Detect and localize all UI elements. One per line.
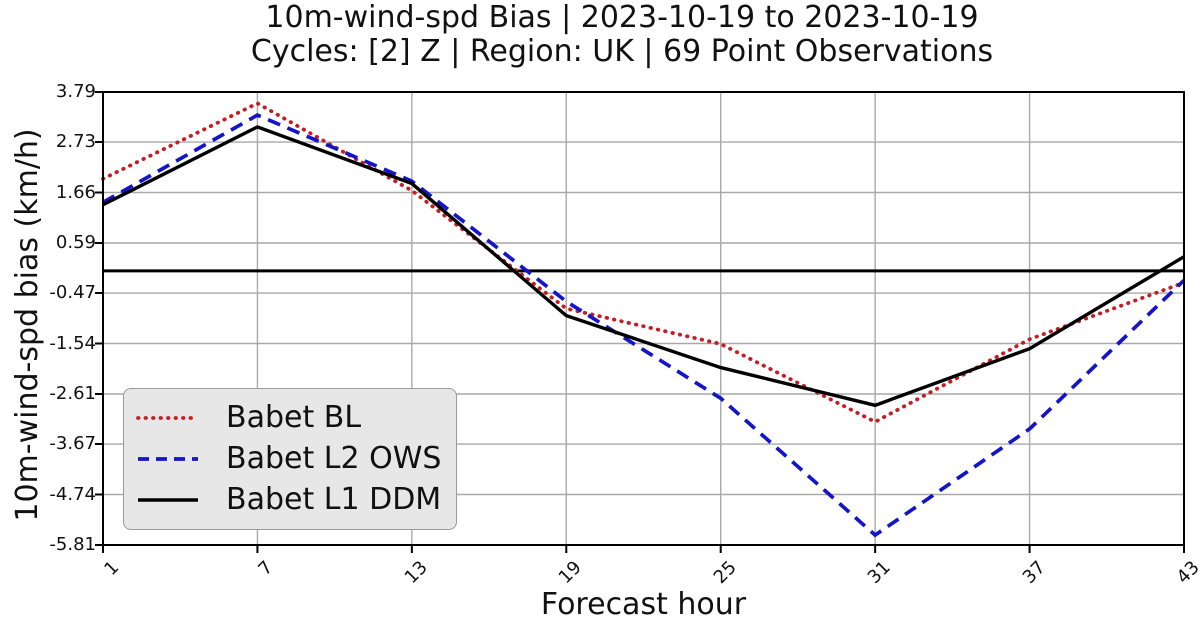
legend-item-babet-l2-ows: Babet L2 OWS (136, 439, 444, 479)
x-axis-label: Forecast hour (540, 587, 747, 622)
y-tick-label: 1.66 (55, 181, 96, 203)
chart-title-line1: 10m-wind-spd Bias | 2023-10-19 to 2023-1… (265, 0, 979, 35)
legend-item-babet-l1-ddm: Babet L1 DDM (136, 480, 444, 520)
legend-dotted-line-icon (136, 403, 200, 433)
y-tick-label: -2.61 (49, 383, 96, 404)
y-tick-label: 2.73 (55, 131, 96, 153)
legend-label-babet-l2-ows: Babet L2 OWS (226, 440, 442, 476)
y-axis-label: 10m-wind-spd bias (km/h) (10, 128, 45, 522)
y-tick-label: -1.54 (49, 332, 96, 354)
y-tick-label: 0.59 (55, 232, 96, 253)
legend: Babet BL Babet L2 OWS Babet L1 DDM (123, 388, 457, 530)
legend-label-babet-l1-ddm: Babet L1 DDM (226, 482, 442, 518)
y-tick-label: 3.79 (55, 81, 96, 102)
legend-label-babet-bl: Babet BL (226, 399, 362, 435)
chart-title-line2: Cycles: [2] Z | Region: UK | 69 Point Ob… (250, 34, 994, 69)
legend-solid-line-icon (136, 485, 200, 515)
y-tick-label: -0.47 (49, 282, 96, 304)
y-tick-label: -5.81 (49, 534, 96, 555)
y-tick-label: -3.67 (49, 433, 96, 455)
legend-item-babet-bl: Babet BL (136, 398, 444, 438)
legend-dashed-line-icon (136, 444, 200, 474)
y-tick-label: -4.74 (49, 483, 96, 505)
